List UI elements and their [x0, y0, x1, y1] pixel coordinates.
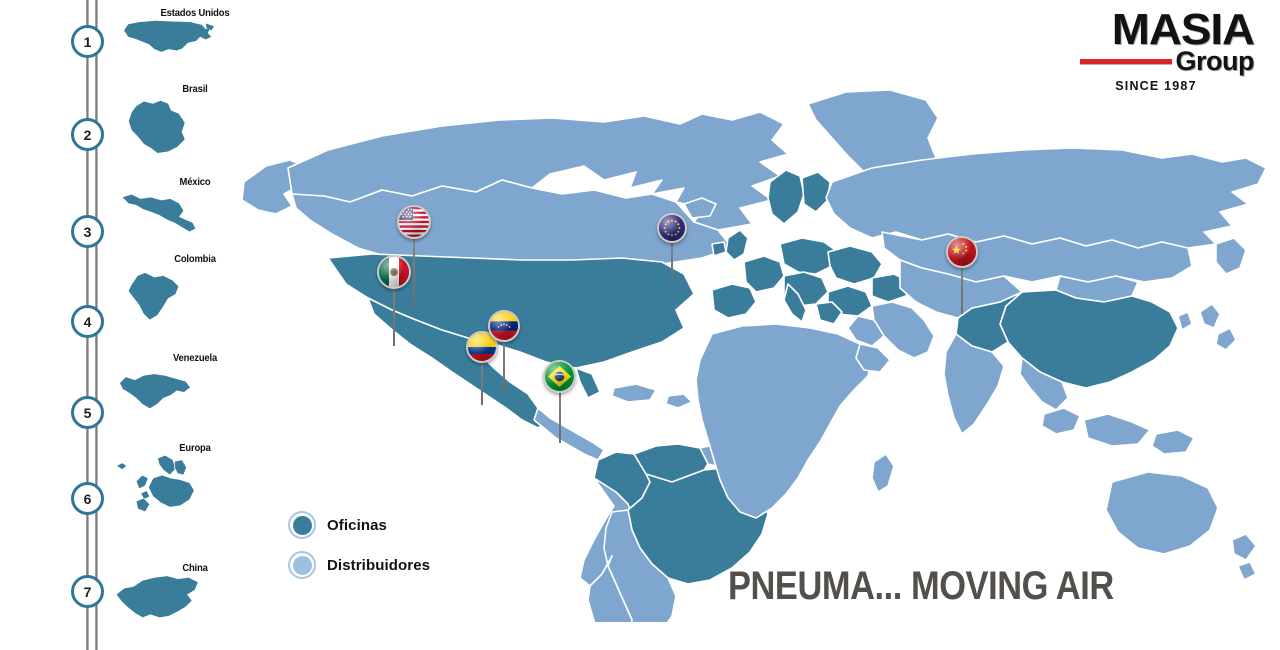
europe-flag-icon	[657, 213, 687, 243]
pin-stem	[413, 222, 415, 308]
logo-group-text: Group	[1175, 46, 1255, 76]
timeline-node-7[interactable]: 7	[71, 575, 104, 608]
brazil-flag-icon	[543, 360, 576, 393]
country-timeline-sidebar: 1 Estados Unidos 2 Brasil 3 México 4 Col…	[0, 0, 230, 650]
logo-red-bar	[1079, 59, 1172, 64]
mexico-flag-icon	[377, 255, 411, 289]
timeline-node-number: 3	[83, 223, 92, 240]
timeline-node-6[interactable]: 6	[71, 482, 104, 515]
timeline-label-1: Estados Unidos	[160, 7, 230, 19]
china-shape	[112, 573, 252, 622]
masia-group-logo[interactable]: MASIA Group SINCE 1987	[1064, 8, 1255, 93]
mexico-shape	[118, 190, 258, 236]
china-flag-icon	[946, 236, 978, 268]
pin-stem	[393, 272, 395, 346]
timeline-node-number: 6	[83, 490, 92, 507]
timeline-label-4: Colombia	[174, 253, 216, 265]
pin-stem	[503, 326, 505, 392]
tagline: PNEUMA... MOVING AIR	[728, 564, 1114, 608]
pin-stem	[961, 252, 963, 314]
timeline-node-3[interactable]: 3	[71, 215, 104, 248]
legend-item-oficinas[interactable]: Oficinas	[288, 508, 430, 542]
united-states-flag-pin[interactable]	[397, 205, 431, 308]
timeline-node-number: 4	[83, 313, 92, 330]
timeline-label-2: Brasil	[182, 83, 208, 95]
brazil-flag-pin[interactable]	[543, 360, 576, 443]
pin-stem	[671, 228, 673, 280]
united-states-flag-icon	[397, 205, 431, 239]
venezuela-flag-pin[interactable]	[488, 310, 520, 392]
logo-wordmark: MASIA	[1111, 5, 1255, 54]
colombia-shape	[118, 268, 258, 323]
timeline-label-7: China	[182, 562, 208, 574]
timeline-label-6: Europa	[179, 442, 211, 454]
timeline-node-5[interactable]: 5	[71, 396, 104, 429]
logo-since-text: SINCE 1987	[1115, 79, 1197, 93]
distributor-dot-icon	[288, 551, 316, 579]
timeline-node-2[interactable]: 2	[71, 118, 104, 151]
timeline-label-5: Venezuela	[172, 352, 218, 364]
timeline-node-number: 7	[83, 583, 92, 600]
pin-stem	[481, 347, 483, 405]
timeline-node-number: 5	[83, 404, 92, 421]
timeline-node-1[interactable]: 1	[71, 25, 104, 58]
pin-stem	[558, 376, 561, 443]
map-legend: Oficinas Distribuidores	[288, 508, 430, 588]
legend-item-distribuidores[interactable]: Distribuidores	[288, 548, 430, 582]
brazil-shape	[118, 97, 258, 156]
europe-flag-pin[interactable]	[657, 213, 687, 280]
united-states-shape	[118, 18, 258, 54]
timeline-node-number: 2	[83, 126, 92, 143]
legend-label-distribuidores: Distribuidores	[327, 556, 431, 574]
timeline-node-4[interactable]: 4	[71, 305, 104, 338]
venezuela-shape	[114, 368, 254, 413]
timeline-node-number: 1	[83, 33, 92, 50]
europe-shape	[110, 452, 250, 515]
legend-label-oficinas: Oficinas	[327, 516, 387, 534]
china-flag-pin[interactable]	[946, 236, 978, 314]
timeline-label-3: México	[179, 176, 211, 188]
office-dot-icon	[288, 511, 316, 539]
mexico-flag-pin[interactable]	[377, 255, 411, 346]
venezuela-flag-icon	[488, 310, 520, 342]
